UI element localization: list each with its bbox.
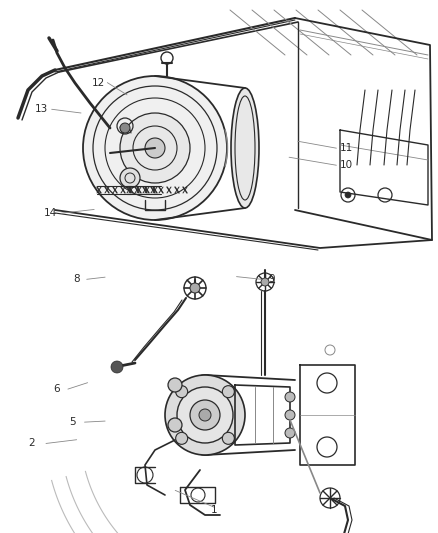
Circle shape [120, 123, 130, 133]
Circle shape [145, 138, 165, 158]
Circle shape [285, 428, 295, 438]
Circle shape [261, 278, 269, 286]
Circle shape [190, 283, 200, 293]
Ellipse shape [183, 375, 227, 455]
Circle shape [177, 387, 233, 443]
Circle shape [120, 113, 190, 183]
Circle shape [176, 386, 187, 398]
Circle shape [168, 418, 182, 432]
Text: 14: 14 [44, 208, 57, 218]
Text: 8: 8 [73, 274, 80, 284]
Circle shape [120, 168, 140, 188]
Circle shape [168, 378, 182, 392]
Circle shape [223, 386, 234, 398]
Circle shape [345, 192, 351, 198]
Circle shape [83, 76, 227, 220]
Circle shape [285, 392, 295, 402]
Circle shape [190, 400, 220, 430]
Text: 12: 12 [92, 78, 105, 87]
Circle shape [165, 375, 245, 455]
Circle shape [176, 432, 187, 445]
Circle shape [285, 410, 295, 420]
Text: 5: 5 [69, 417, 76, 427]
Text: 11: 11 [339, 143, 353, 153]
Text: 2: 2 [28, 439, 35, 448]
Circle shape [199, 409, 211, 421]
Text: 6: 6 [53, 384, 60, 394]
Ellipse shape [231, 88, 259, 208]
Circle shape [111, 361, 123, 373]
Text: 10: 10 [339, 160, 353, 170]
Text: 9: 9 [268, 274, 275, 284]
Text: 13: 13 [35, 104, 48, 114]
Circle shape [223, 432, 234, 445]
Text: 1: 1 [211, 505, 218, 514]
